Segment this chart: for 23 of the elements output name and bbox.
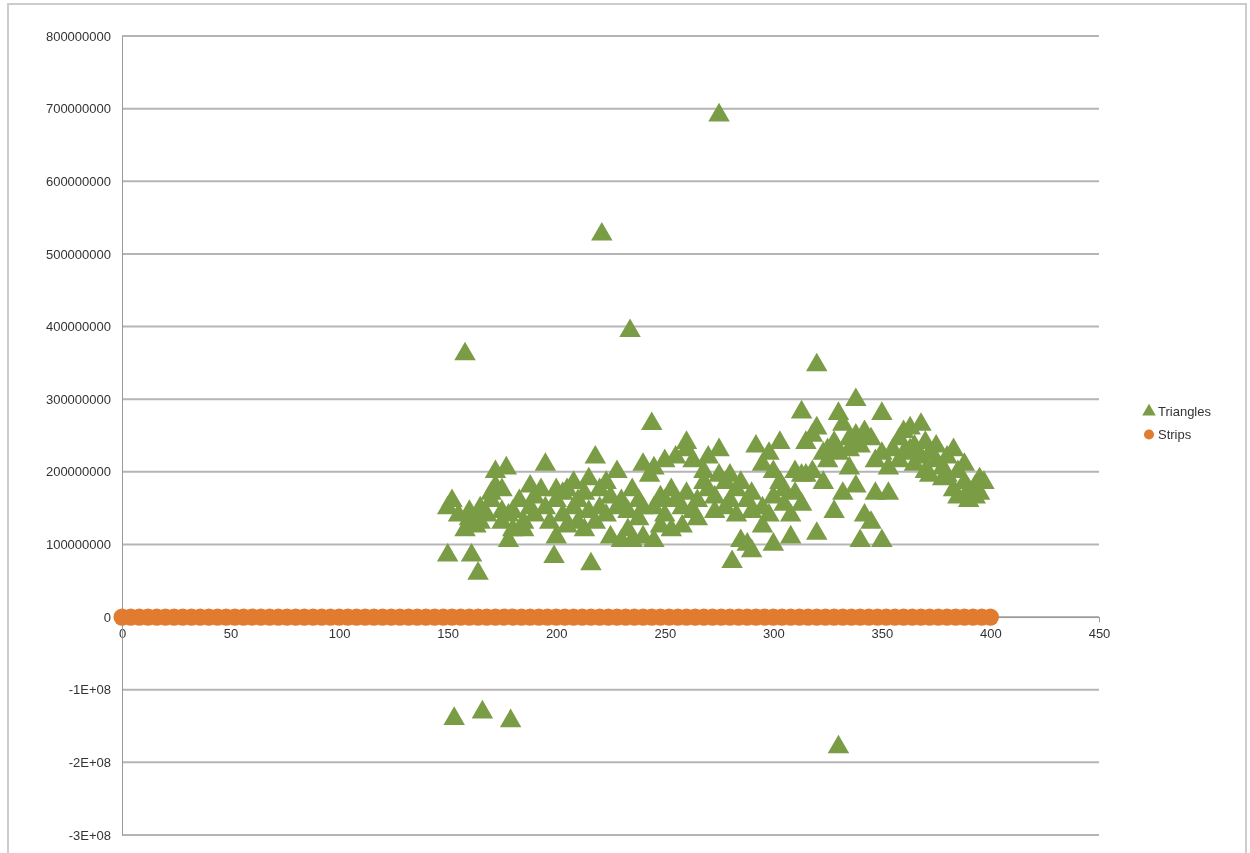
x-tick-label: 250 (654, 626, 677, 642)
y-tick-label: -3E+08 (68, 827, 111, 843)
x-tick-label: 400 (980, 626, 1002, 642)
x-tick-label: 450 (1088, 626, 1111, 642)
y-tick-label: 400000000 (45, 319, 111, 335)
y-tick-label: 200000000 (45, 464, 111, 480)
legend-label: Triangles (1158, 403, 1212, 419)
y-tick-label: -1E+08 (68, 682, 111, 698)
y-tick-label: 700000000 (45, 101, 111, 117)
x-tick-label: 150 (437, 626, 460, 642)
y-tick-label: 800000000 (45, 28, 111, 44)
y-tick-label: 100000000 (45, 537, 111, 553)
x-tick-label: 300 (762, 626, 785, 642)
x-tick-label: 200 (545, 626, 568, 642)
x-tick-label: 350 (871, 626, 894, 642)
x-tick-label: 50 (223, 626, 239, 642)
y-tick-label: 600000000 (45, 173, 111, 189)
y-tick-label: 500000000 (45, 246, 111, 262)
y-tick-label: 0 (103, 609, 111, 625)
legend-label: Strips (1158, 426, 1192, 442)
x-tick-label: 100 (328, 626, 351, 642)
y-tick-label: 300000000 (45, 391, 111, 407)
y-tick-label: -2E+08 (68, 755, 111, 771)
